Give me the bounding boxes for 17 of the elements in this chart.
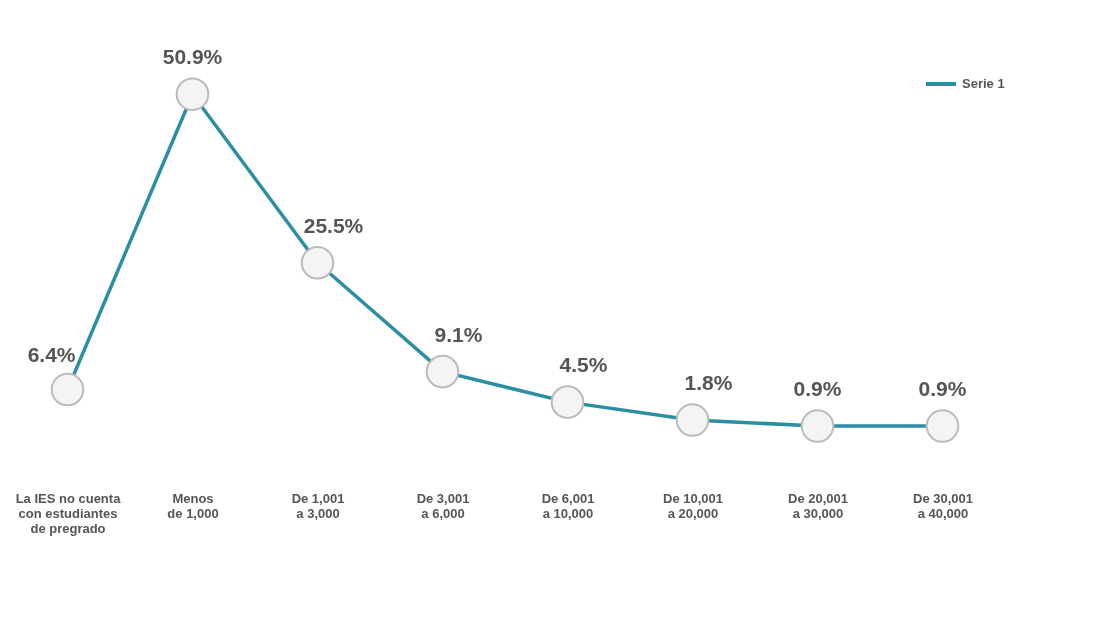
data-label: 6.4% bbox=[27, 342, 76, 366]
data-label: 1.8% bbox=[684, 371, 733, 395]
x-tick-label: De 1,001 a 3,000 bbox=[291, 490, 345, 521]
data-label: 25.5% bbox=[303, 213, 364, 237]
data-label: 0.9% bbox=[793, 377, 842, 401]
x-tick-label: Menos de 1,000 bbox=[167, 490, 219, 521]
data-label: 50.9% bbox=[162, 45, 223, 69]
x-tick-label: De 20,001 a 30,000 bbox=[788, 490, 848, 521]
x-tick-label: De 10,001 a 20,000 bbox=[663, 490, 723, 521]
legend-label: Serie 1 bbox=[962, 76, 1005, 91]
data-label: 4.5% bbox=[559, 353, 608, 377]
data-label: 0.9% bbox=[918, 377, 967, 401]
x-tick-label: De 3,001 a 6,000 bbox=[416, 490, 470, 521]
x-tick-label: De 30,001 a 40,000 bbox=[913, 490, 973, 521]
data-label: 9.1% bbox=[434, 322, 483, 346]
x-tick-label: De 6,001 a 10,000 bbox=[541, 490, 595, 521]
x-tick-label: La IES no cuenta con estudiantes de pregrado bbox=[15, 490, 122, 536]
